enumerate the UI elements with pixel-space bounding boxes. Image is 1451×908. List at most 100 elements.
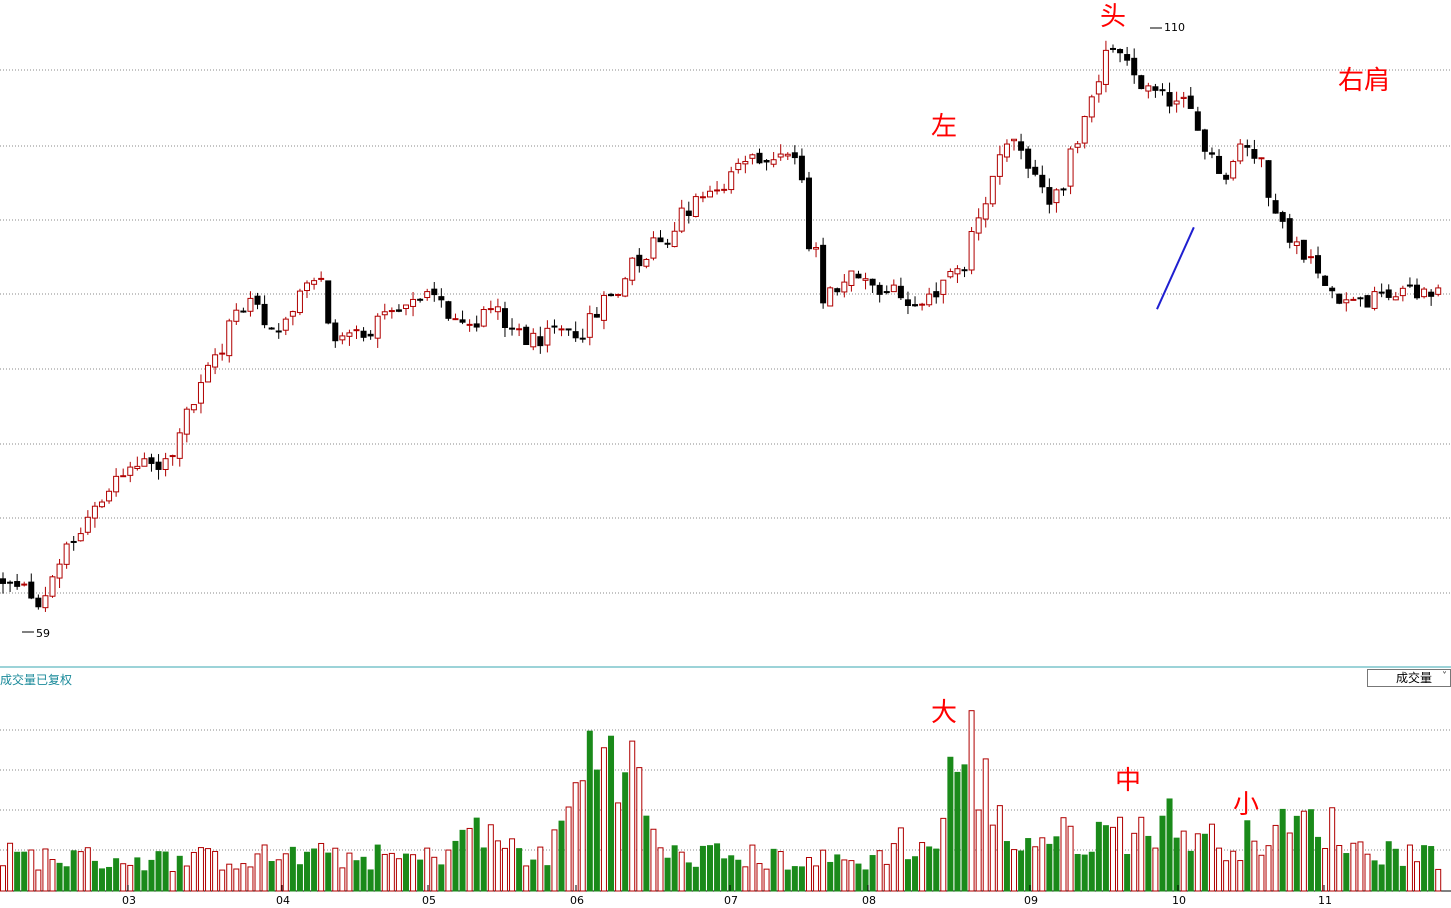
candle — [855, 270, 862, 279]
volume-bar — [1216, 847, 1223, 892]
volume-bar — [749, 844, 756, 892]
candle — [417, 298, 424, 303]
volume-bar — [1011, 849, 1018, 892]
candle — [1117, 48, 1124, 63]
volume-bar — [530, 859, 537, 892]
extreme-markers — [22, 27, 1162, 633]
volume-bar — [947, 756, 954, 892]
candle — [1208, 147, 1215, 159]
volume-indicator-select[interactable]: 成交量 ˅ — [1367, 669, 1451, 687]
volume-bar — [671, 845, 678, 892]
candle — [445, 300, 452, 321]
candle — [205, 362, 212, 383]
candle — [643, 258, 650, 269]
volume-bar — [1428, 846, 1435, 892]
candle — [1003, 139, 1010, 162]
volume-bar — [1406, 844, 1413, 892]
candle — [1421, 287, 1428, 299]
volume-bar — [699, 845, 706, 892]
volume-bar — [1032, 846, 1039, 892]
candle — [84, 510, 91, 535]
annotation-right-shoulder: 右肩 — [1338, 66, 1391, 96]
volume-bar — [127, 864, 134, 892]
volume-bar — [332, 847, 339, 892]
candle — [219, 343, 226, 361]
candle — [155, 454, 162, 480]
candle — [459, 310, 466, 325]
volume-bar — [1201, 833, 1208, 892]
candle — [1166, 82, 1173, 114]
volume-bar — [996, 805, 1003, 892]
volume-bar — [1315, 836, 1322, 892]
volume-bar — [438, 864, 445, 892]
x-tick-label: 07 — [724, 894, 738, 907]
candle — [226, 318, 233, 363]
candle — [707, 185, 713, 198]
volume-bar — [1025, 838, 1032, 892]
volume-bar — [1300, 810, 1307, 892]
volume-bar — [70, 850, 77, 892]
candle — [1081, 115, 1088, 149]
volume-bar — [1145, 835, 1152, 892]
price-grid — [0, 69, 1451, 594]
candle — [551, 319, 558, 334]
candle — [466, 319, 473, 332]
volume-bar — [707, 845, 713, 892]
candle — [14, 573, 21, 590]
volume-bar — [240, 863, 247, 892]
volume-bar — [1067, 825, 1074, 892]
volume-bar — [120, 863, 127, 892]
candle — [289, 310, 296, 326]
candle — [42, 586, 49, 612]
candle — [1244, 139, 1251, 157]
candle — [275, 323, 282, 339]
volume-bar — [678, 851, 685, 892]
volume-bar — [268, 861, 275, 892]
volume-bar — [629, 740, 636, 892]
volume-bar — [600, 747, 607, 892]
volume-bar — [1293, 815, 1300, 892]
candle — [699, 191, 706, 203]
candle — [530, 328, 537, 351]
candle — [940, 279, 947, 304]
candlestick-series — [0, 40, 1442, 612]
volume-bar — [551, 829, 558, 892]
candle — [113, 468, 120, 497]
volume-bar — [473, 817, 480, 892]
volume-bar — [360, 856, 367, 892]
volume-bar — [579, 780, 586, 892]
volume-bar — [636, 767, 643, 892]
volume-bar — [141, 870, 148, 892]
candle — [996, 145, 1003, 185]
candle — [70, 535, 77, 551]
candle — [805, 171, 812, 252]
candle — [961, 266, 968, 278]
candle — [1237, 139, 1244, 165]
candle — [473, 315, 480, 332]
candle — [671, 222, 678, 248]
volume-bar — [1081, 854, 1088, 892]
candle — [579, 328, 586, 343]
candle — [311, 277, 318, 290]
volume-bar — [402, 853, 409, 892]
volume-bar — [431, 856, 438, 892]
candle — [1350, 296, 1357, 301]
volume-bar — [374, 844, 381, 892]
candle — [1223, 172, 1230, 185]
candle — [487, 300, 494, 314]
candle — [1322, 274, 1329, 286]
candle — [904, 291, 911, 315]
volume-bar — [813, 865, 820, 892]
volume-bar — [501, 847, 508, 892]
candle — [763, 159, 770, 171]
candle — [1180, 91, 1187, 108]
candle — [1336, 293, 1343, 305]
volume-bar — [381, 853, 388, 892]
volume-bar — [205, 848, 212, 892]
volume-bar — [162, 851, 169, 892]
annotation-volume-small: 小 — [1233, 790, 1260, 820]
candle — [756, 148, 763, 165]
candle — [56, 558, 63, 589]
candle — [106, 488, 113, 504]
